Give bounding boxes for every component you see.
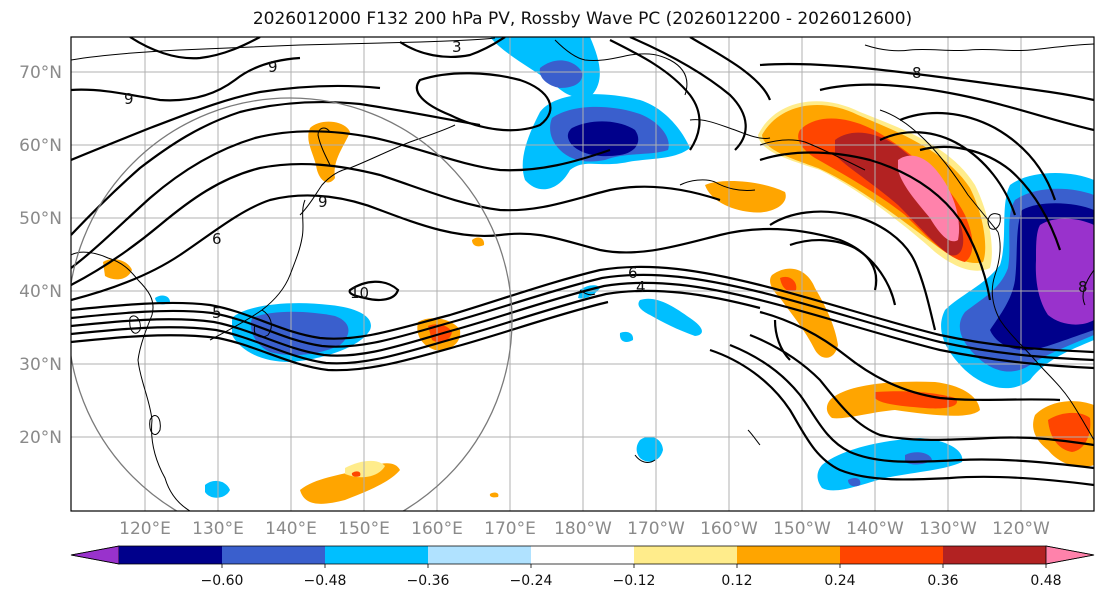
colorbar: −0.60 −0.48 −0.36 −0.24 −0.12 0.12 0.24 0.36 0.4… bbox=[70, 545, 1095, 589]
lat-label: 20°N bbox=[19, 428, 62, 448]
colorbar-swatch bbox=[943, 546, 1047, 564]
colorbar-tick-label: −0.36 bbox=[407, 573, 450, 589]
colorbar-tick-label: −0.48 bbox=[304, 573, 347, 589]
colorbar-outline bbox=[70, 545, 1095, 565]
latitude-labels: 70°N 60°N 50°N 40°N 30°N 20°N bbox=[19, 63, 62, 448]
lon-label: 160°W bbox=[700, 519, 758, 539]
colorbar-tick-label: −0.24 bbox=[510, 573, 553, 589]
colorbar-extend-high bbox=[1045, 545, 1095, 565]
lon-label: 160°E bbox=[411, 519, 463, 539]
contour-label: 10 bbox=[350, 284, 369, 302]
reference-circle bbox=[71, 97, 513, 511]
longitude-labels: 120°E 130°E 140°E 150°E 160°E 170°E 180°… bbox=[119, 519, 1050, 539]
lon-label: 130°E bbox=[192, 519, 244, 539]
colorbar-swatch bbox=[634, 546, 738, 564]
lon-label: 120°E bbox=[119, 519, 171, 539]
pv-contours bbox=[71, 37, 1094, 487]
rossby-wave-pc-shading bbox=[103, 37, 1094, 504]
contour-label-group: 3 8 9 9 6 9 10 6 4 8 5 bbox=[124, 38, 1088, 322]
contour-label: 9 bbox=[268, 58, 278, 76]
lon-label: 140°E bbox=[265, 519, 317, 539]
lon-label: 170°E bbox=[484, 519, 536, 539]
colorbar-tick-label: 0.24 bbox=[824, 573, 855, 589]
colorbar-swatch bbox=[531, 546, 635, 564]
colorbar-swatch bbox=[119, 546, 223, 564]
lat-label: 70°N bbox=[19, 63, 62, 83]
colorbar-tick-label: −0.60 bbox=[201, 573, 244, 589]
colorbar-swatch bbox=[222, 546, 326, 564]
contour-label: 8 bbox=[1078, 278, 1088, 296]
lon-label: 130°W bbox=[919, 519, 977, 539]
lat-label: 30°N bbox=[19, 355, 62, 375]
lat-label: 40°N bbox=[19, 282, 62, 302]
contour-label: 8 bbox=[912, 64, 922, 82]
lat-label: 60°N bbox=[19, 136, 62, 156]
coastlines bbox=[71, 37, 1094, 511]
colorbar-swatch bbox=[428, 546, 532, 564]
colorbar-extend-low bbox=[70, 545, 120, 565]
lon-label: 120°W bbox=[992, 519, 1050, 539]
contour-label: 5 bbox=[212, 304, 222, 322]
lon-label: 180°W bbox=[554, 519, 612, 539]
colorbar-swatch bbox=[737, 546, 841, 564]
lon-label: 150°E bbox=[338, 519, 390, 539]
lon-label: 140°W bbox=[846, 519, 904, 539]
contour-label: 6 bbox=[628, 264, 638, 282]
contour-label: 3 bbox=[452, 38, 462, 56]
colorbar-tick-label: 0.48 bbox=[1030, 573, 1061, 589]
contour-label: 9 bbox=[124, 90, 134, 108]
contour-label: 4 bbox=[636, 278, 646, 296]
colorbar-tick-label: 0.36 bbox=[927, 573, 958, 589]
lat-label: 50°N bbox=[19, 209, 62, 229]
colorbar-swatch bbox=[325, 546, 429, 564]
map-title: 2026012000 F132 200 hPa PV, Rossby Wave … bbox=[252, 9, 913, 29]
lon-label: 170°W bbox=[627, 519, 685, 539]
contour-label: 9 bbox=[318, 193, 328, 211]
lon-label: 150°W bbox=[773, 519, 831, 539]
colorbar-tick-label: −0.12 bbox=[613, 573, 656, 589]
contour-label: 6 bbox=[212, 230, 222, 248]
colorbar-swatch bbox=[840, 546, 944, 564]
map-frame bbox=[70, 36, 1095, 512]
colorbar-tick-label: 0.12 bbox=[721, 573, 752, 589]
